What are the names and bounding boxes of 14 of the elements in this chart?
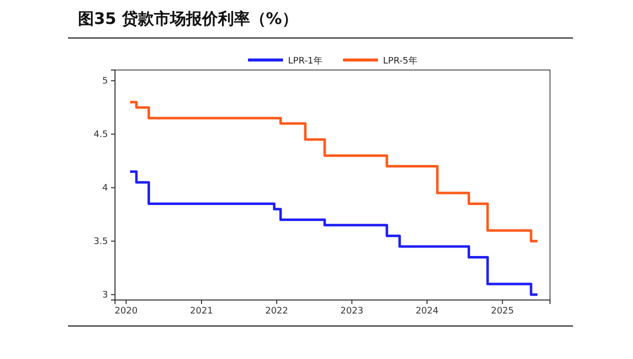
legend-label: LPR-5年	[383, 56, 418, 66]
x-tick-label: 2024	[416, 306, 439, 316]
y-tick-label: 4.5	[94, 130, 108, 140]
y-tick-label: 5	[102, 76, 108, 87]
x-tick-label: 2025	[490, 306, 514, 316]
x-tick-label: 2020	[114, 306, 138, 316]
x-tick-label: 2022	[265, 306, 288, 316]
y-tick-label: 4	[102, 184, 108, 194]
y-tick-label: 3	[102, 290, 108, 301]
chart-title: 图35 贷款市场报价利率（%）	[78, 9, 298, 28]
x-tick-label: 2021	[190, 306, 213, 316]
x-tick-label: 2023	[340, 306, 364, 316]
legend-label: LPR-1年	[288, 56, 322, 66]
y-tick-label: 3.5	[94, 237, 108, 248]
